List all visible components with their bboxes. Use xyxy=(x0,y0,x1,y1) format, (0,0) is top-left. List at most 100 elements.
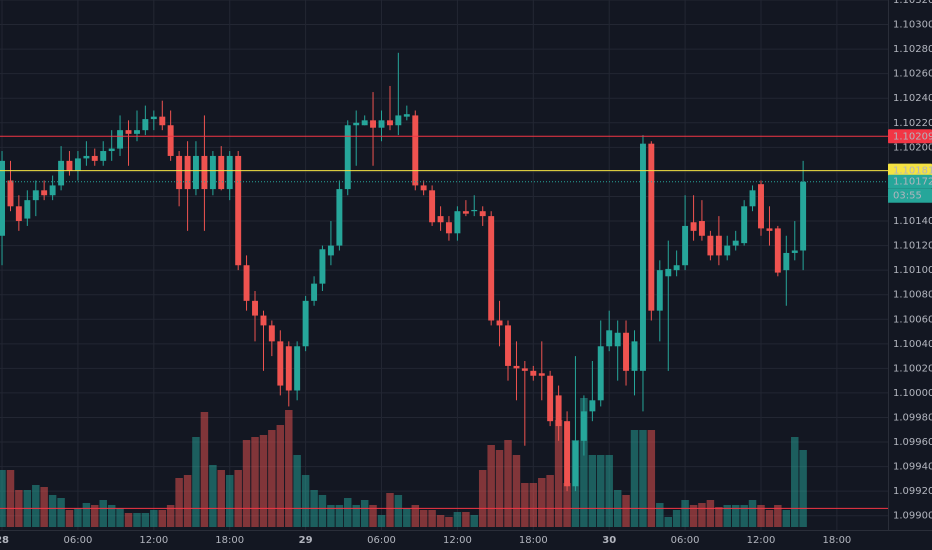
volume-bar xyxy=(757,505,765,527)
volume-bar xyxy=(647,430,656,527)
volume-bar xyxy=(774,505,782,527)
candle-body xyxy=(445,222,452,234)
volume-bar xyxy=(65,510,74,527)
volume-bar xyxy=(403,508,411,527)
volume-bar xyxy=(360,500,369,527)
candle-body xyxy=(387,120,393,126)
volume-bar xyxy=(521,483,529,527)
candle-body xyxy=(724,245,731,256)
candle-body xyxy=(83,155,90,159)
candle-body xyxy=(462,211,469,214)
candle-body xyxy=(32,190,39,201)
volume-bar xyxy=(6,470,15,527)
candle-body xyxy=(361,120,368,126)
candle-body xyxy=(150,116,157,120)
candle-body xyxy=(496,320,503,326)
candle-body xyxy=(555,395,562,427)
candle-body xyxy=(479,211,486,217)
candle-body xyxy=(698,221,705,236)
y-tick-label: 1.10200 xyxy=(893,142,932,153)
candle-body xyxy=(429,190,436,223)
volume-bar xyxy=(436,515,445,527)
volume-bar xyxy=(596,455,605,527)
candle-body xyxy=(580,411,587,441)
volume-bar xyxy=(664,517,673,527)
candle-body xyxy=(623,332,629,371)
volume-bar xyxy=(799,450,807,527)
y-tick-label: 1.10020 xyxy=(893,363,932,374)
y-tick-label: 1.10080 xyxy=(893,290,932,301)
candle-body xyxy=(7,180,14,207)
y-tick-label: 1.10060 xyxy=(893,314,932,325)
candle-body xyxy=(285,346,292,391)
candle-body xyxy=(209,155,216,190)
volume-bar xyxy=(141,513,150,527)
volume-bar xyxy=(605,455,613,527)
volume-bar xyxy=(622,495,630,527)
candle-body xyxy=(631,341,638,371)
volume-bar xyxy=(343,498,352,527)
candle-body xyxy=(513,365,520,369)
volume-bar xyxy=(529,483,538,527)
volume-bar xyxy=(538,478,546,527)
y-tick-label: 1.10240 xyxy=(893,93,932,104)
volume-bar xyxy=(133,513,141,527)
volume-bar xyxy=(251,437,259,527)
price-label: 1.10181 xyxy=(893,166,932,177)
candle-body xyxy=(201,155,208,190)
volume-bar xyxy=(495,450,504,527)
candle-body xyxy=(572,440,579,487)
candle-body xyxy=(420,185,427,191)
volume-bar xyxy=(166,505,175,527)
candle-body xyxy=(302,300,309,347)
candle-body xyxy=(336,189,343,246)
volume-bar xyxy=(487,445,495,527)
volume-bar xyxy=(57,498,65,527)
volume-bar xyxy=(470,515,478,527)
candle-body xyxy=(91,155,98,161)
candle-body xyxy=(766,228,773,231)
candle-body xyxy=(268,325,275,342)
volume-bar xyxy=(40,487,48,527)
candle-body xyxy=(24,200,31,219)
candle-body xyxy=(707,235,714,256)
candle-body xyxy=(791,250,798,253)
candle-body xyxy=(0,160,5,236)
candle-body xyxy=(117,130,124,149)
volume-bar xyxy=(394,495,403,527)
volume-pane xyxy=(0,398,807,527)
price-label-box xyxy=(888,174,932,189)
volume-bar xyxy=(74,508,82,527)
candle-body xyxy=(732,240,739,246)
volume-bar xyxy=(580,398,588,527)
candle-body xyxy=(167,125,174,156)
y-tick-label: 1.10120 xyxy=(893,241,932,252)
volume-bar xyxy=(183,475,192,527)
volume-bar xyxy=(445,517,453,527)
candle-body xyxy=(192,155,199,190)
volume-bar xyxy=(82,503,91,527)
candle-body xyxy=(235,155,242,266)
candle-body xyxy=(344,125,351,190)
price-label-box xyxy=(888,129,932,144)
candle-body xyxy=(412,115,419,186)
candle-body xyxy=(15,206,22,222)
volume-bar xyxy=(681,500,689,527)
candle-body xyxy=(58,160,65,186)
x-tick-label: 06:00 xyxy=(671,535,700,546)
countdown-label: 03:55 xyxy=(893,191,922,202)
volume-bar xyxy=(268,430,276,527)
volume-bar xyxy=(48,495,57,527)
x-tick-label: 12:00 xyxy=(443,535,472,546)
candle-body xyxy=(749,190,756,207)
volume-bar xyxy=(546,475,554,527)
volume-bar xyxy=(748,500,757,527)
price-label-box xyxy=(888,163,932,178)
volume-bar xyxy=(672,510,681,527)
y-tick-label: 1.10000 xyxy=(893,388,932,399)
price-axis xyxy=(888,0,932,550)
price-lines xyxy=(0,135,932,509)
volume-bar xyxy=(715,507,723,527)
volume-bar xyxy=(386,493,394,527)
